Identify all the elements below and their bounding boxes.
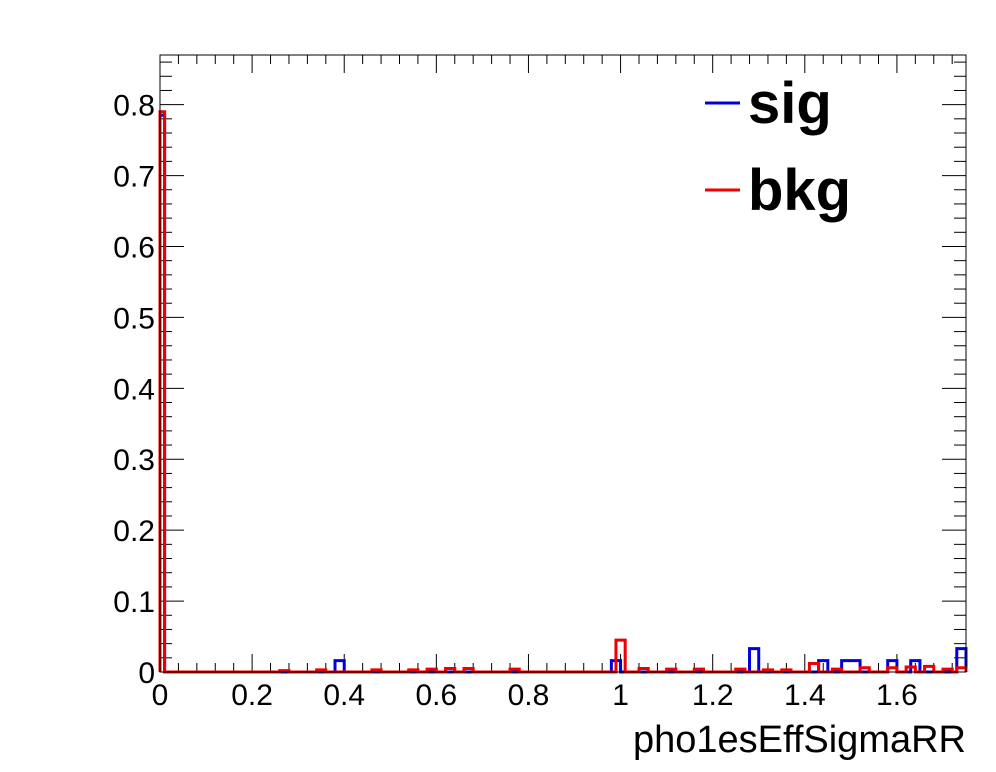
y-tick-label: 0.7 (113, 161, 155, 194)
x-axis-title: pho1esEffSigmaRR (633, 719, 966, 761)
y-tick-label: 0.5 (113, 302, 155, 335)
y-tick-label: 0.1 (113, 586, 155, 619)
x-tick-label: 0 (152, 679, 169, 712)
series-sig-histogram (158, 113, 968, 674)
y-tick-label: 0.3 (113, 444, 155, 477)
plot-frame (159, 54, 967, 673)
legend-label-bkg: bkg (748, 158, 851, 223)
x-tick-label: 1.4 (784, 679, 826, 712)
y-tick-label: 0 (138, 657, 155, 690)
x-tick-label: 0.8 (508, 679, 550, 712)
x-tick-label: 1.2 (692, 679, 734, 712)
y-tick-label: 0.2 (113, 515, 155, 548)
x-tick-label: 0.6 (415, 679, 457, 712)
y-tick-labels: 0 0.1 0.2 0.3 0.4 0.5 0.6 0.7 0.8 (113, 90, 155, 690)
y-tick-label: 0.6 (113, 231, 155, 264)
x-tick-labels: 0 0.2 0.4 0.6 0.8 1 1.2 1.4 1.6 (152, 679, 918, 712)
y-tick-label: 0.8 (113, 90, 155, 123)
x-tick-label: 0.2 (231, 679, 273, 712)
y-tick-label: 0.4 (113, 373, 155, 406)
x-tick-label: 0.4 (323, 679, 365, 712)
legend-label-sig: sig (748, 71, 832, 136)
x-tick-label: 1 (612, 679, 629, 712)
x-tick-label: 1.6 (876, 679, 918, 712)
legend: sig bkg (705, 71, 851, 223)
